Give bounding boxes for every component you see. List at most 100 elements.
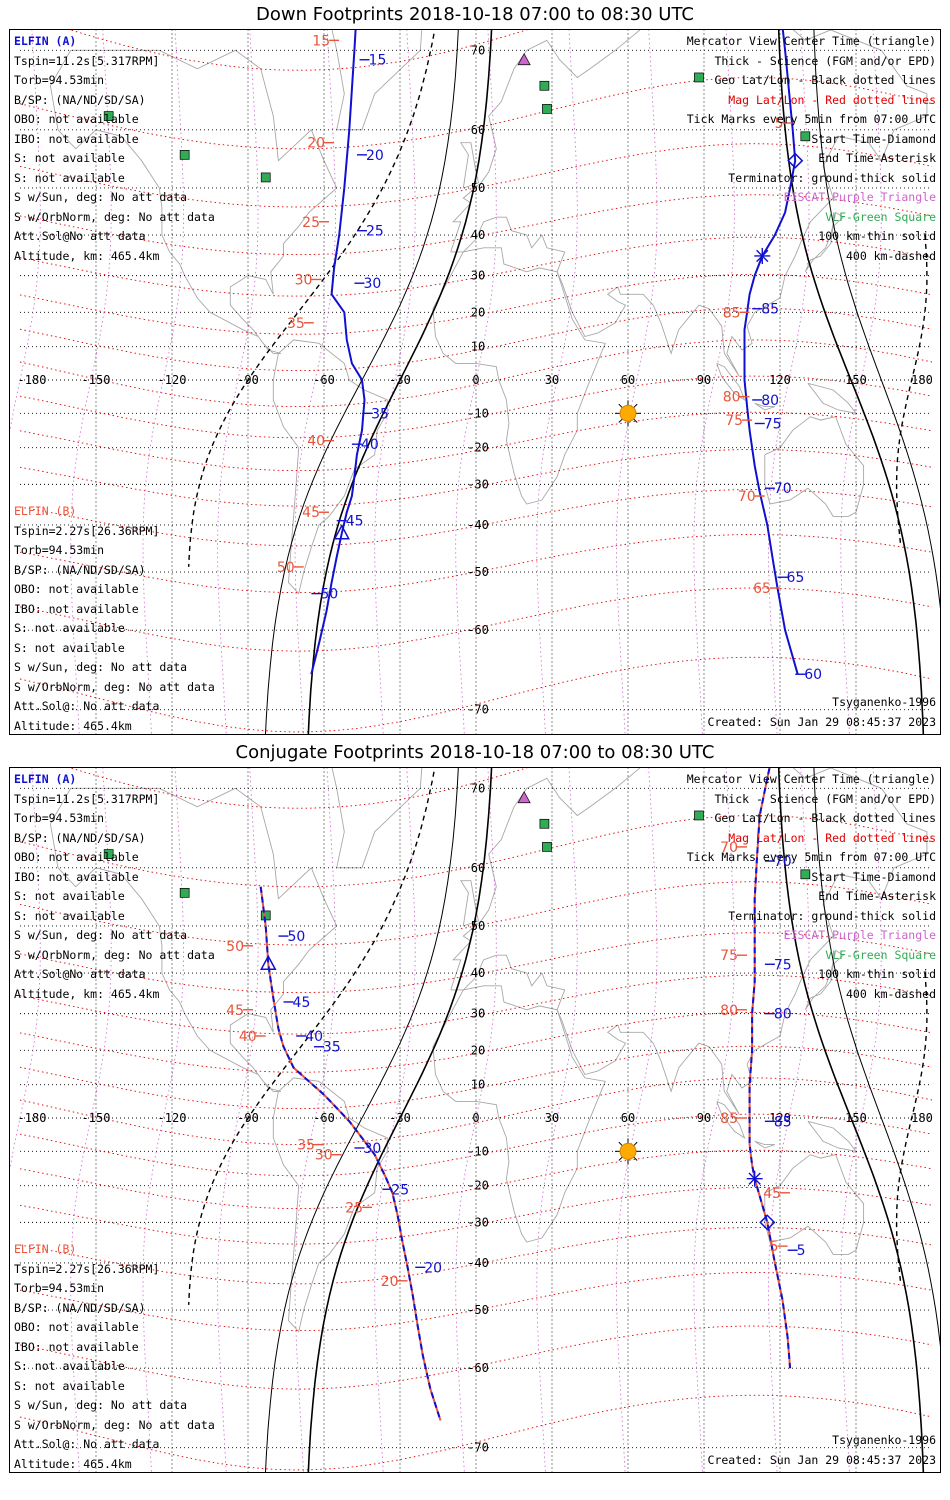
coastline [754,402,776,411]
mag-meridian [217,30,259,734]
mag-meridian [374,768,416,1472]
lon-tick-label: 60 [621,373,635,387]
coastline [432,247,606,505]
info-line: IBO: not available [14,601,139,616]
info-line: OBO: not available [14,582,139,596]
coastline [716,362,746,402]
mag-meridian [70,768,112,1472]
mag-parallel [19,339,933,408]
elfin-a-label: ELFIN (A) [14,34,77,48]
elfin-a-tick-label: 40 [361,437,379,453]
map-footer: Tsyganenko-1996 Created: Sun Jan 29 08:4… [708,693,936,732]
sun-ray [633,403,638,409]
mag-meridian [70,30,112,734]
start-diamond-icon [759,1214,776,1231]
vlf-square-icon [694,810,704,821]
mag-meridian [840,30,882,734]
terminator-ground [307,30,493,734]
lat-tick-label: 20 [471,1043,485,1057]
lat-tick-label: -30 [467,1215,489,1229]
coastline [764,416,865,517]
lon-tick-label: 120 [769,373,791,387]
down-footprints-panel: Down Footprints 2018-10-18 07:00 to 08:3… [9,4,941,735]
info-line: Torb=94.53min [14,73,105,87]
info-line: Tspin=2.27s[26.36RPM] [14,523,160,538]
map-frame: -180 -150 -120 -90 -60 -30 0 30 60 90 120 150 180 70 6… [9,29,941,735]
coastline [764,1154,865,1255]
start-diamond-icon [787,152,804,169]
mag-parallel [69,768,528,809]
elfin-b-tick-label: 45 [226,1003,244,1019]
mercator-map: -180 -150 -120 -90 -60 -30 0 30 60 90 120 150 180 70 6… [10,30,940,734]
sun-ray [618,418,623,423]
elfin-b-tick-label: 45 [302,505,320,521]
coastline [450,30,928,377]
info-line: IBO: not available [14,131,139,146]
lat-tick-label: -30 [467,477,489,491]
vlf-square-icon [179,149,190,160]
mag-meridian [374,30,416,734]
elfin-b-tick-label: 70 [720,840,738,856]
elfin-b-tick-label: 5 [775,116,784,132]
legend-item: Tick Marks every 5min from 07:00 UTC [686,850,936,864]
mag-parallel [19,656,933,733]
mag-parallel [69,30,528,71]
lon-tick-label: -180 [18,1111,47,1125]
elfin-a-tick-label: 50 [320,587,338,603]
legend-item: Start Time-Diamond [811,131,936,146]
info-line: S w/Sun, deg: No att data [14,1398,188,1412]
terminator-400km [895,972,928,1281]
legend-item: Mag Lat/Lon - Red dotted lines [728,830,936,845]
geo-grid [20,768,932,1472]
lon-tick-label: 30 [545,1111,559,1125]
terminator-100km [265,30,459,734]
center-time-triangle-icon [333,524,350,540]
mag-parallel [19,932,933,994]
elfin-a-tick-label: 40 [305,1029,323,1045]
mag-parallel [19,1077,933,1146]
lat-tick-label: -20 [467,1179,489,1193]
lon-tick-label: -120 [158,1111,187,1125]
map-legend: Mercator View Center Time (triangle) Thi… [687,770,936,1004]
mag-meridian [768,30,810,734]
info-line: B/SP: (NA/ND/SD/SA) [14,92,146,107]
legend-item: EISCAT-Purple Triangle [783,190,936,204]
sun-icon [615,400,641,427]
elfin-a-track [310,30,366,675]
lat-tick-label: 70 [471,781,485,795]
lat-tick-label: 70 [471,43,485,57]
lon-tick-label: -30 [389,373,411,387]
elfin-b-track [748,768,792,1369]
lat-tick-label: 50 [471,181,485,195]
info-line: S: not available [14,908,125,923]
lat-tick-label: 10 [471,1078,485,1092]
legend-item: VLF-Green Square [825,209,936,224]
lon-tick-label: 180 [911,373,933,387]
elfin-b-tick-label: 15 [312,33,330,49]
lon-tick-label: 90 [697,1111,711,1125]
lon-tick-label: 150 [845,373,867,387]
info-line: S w/Sun, deg: No att data [14,190,188,204]
mag-meridian [616,768,658,1472]
mag-meridian [693,768,735,1472]
mag-meridian [840,768,882,1472]
lat-tick-label: -10 [467,1144,489,1158]
elfin-a-tick-label: 35 [371,406,389,422]
mag-meridian [768,768,810,1472]
elfin-b-tick-label: 35 [297,1138,315,1154]
vlf-square-icon [103,111,114,121]
vlf-square-icon [539,80,550,91]
geo-grid [20,30,932,734]
info-line: S w/Sun, deg: No att data [14,928,188,942]
info-line: OBO: not available [14,112,139,126]
sun-ray [618,1141,623,1147]
coastline [272,339,388,595]
lon-tick-label: -60 [313,1111,335,1125]
info-line: Torb=94.53min [14,811,105,825]
created-label: Created: Sun Jan 29 08:45:37 2023 [707,1452,936,1467]
elfin-b-tick-label: 65 [753,581,771,597]
info-line: Att.Sol@: No att data [14,1437,160,1451]
mag-meridian [536,768,578,1472]
info-line: Torb=94.53min [14,543,105,557]
coastline [754,1140,776,1149]
